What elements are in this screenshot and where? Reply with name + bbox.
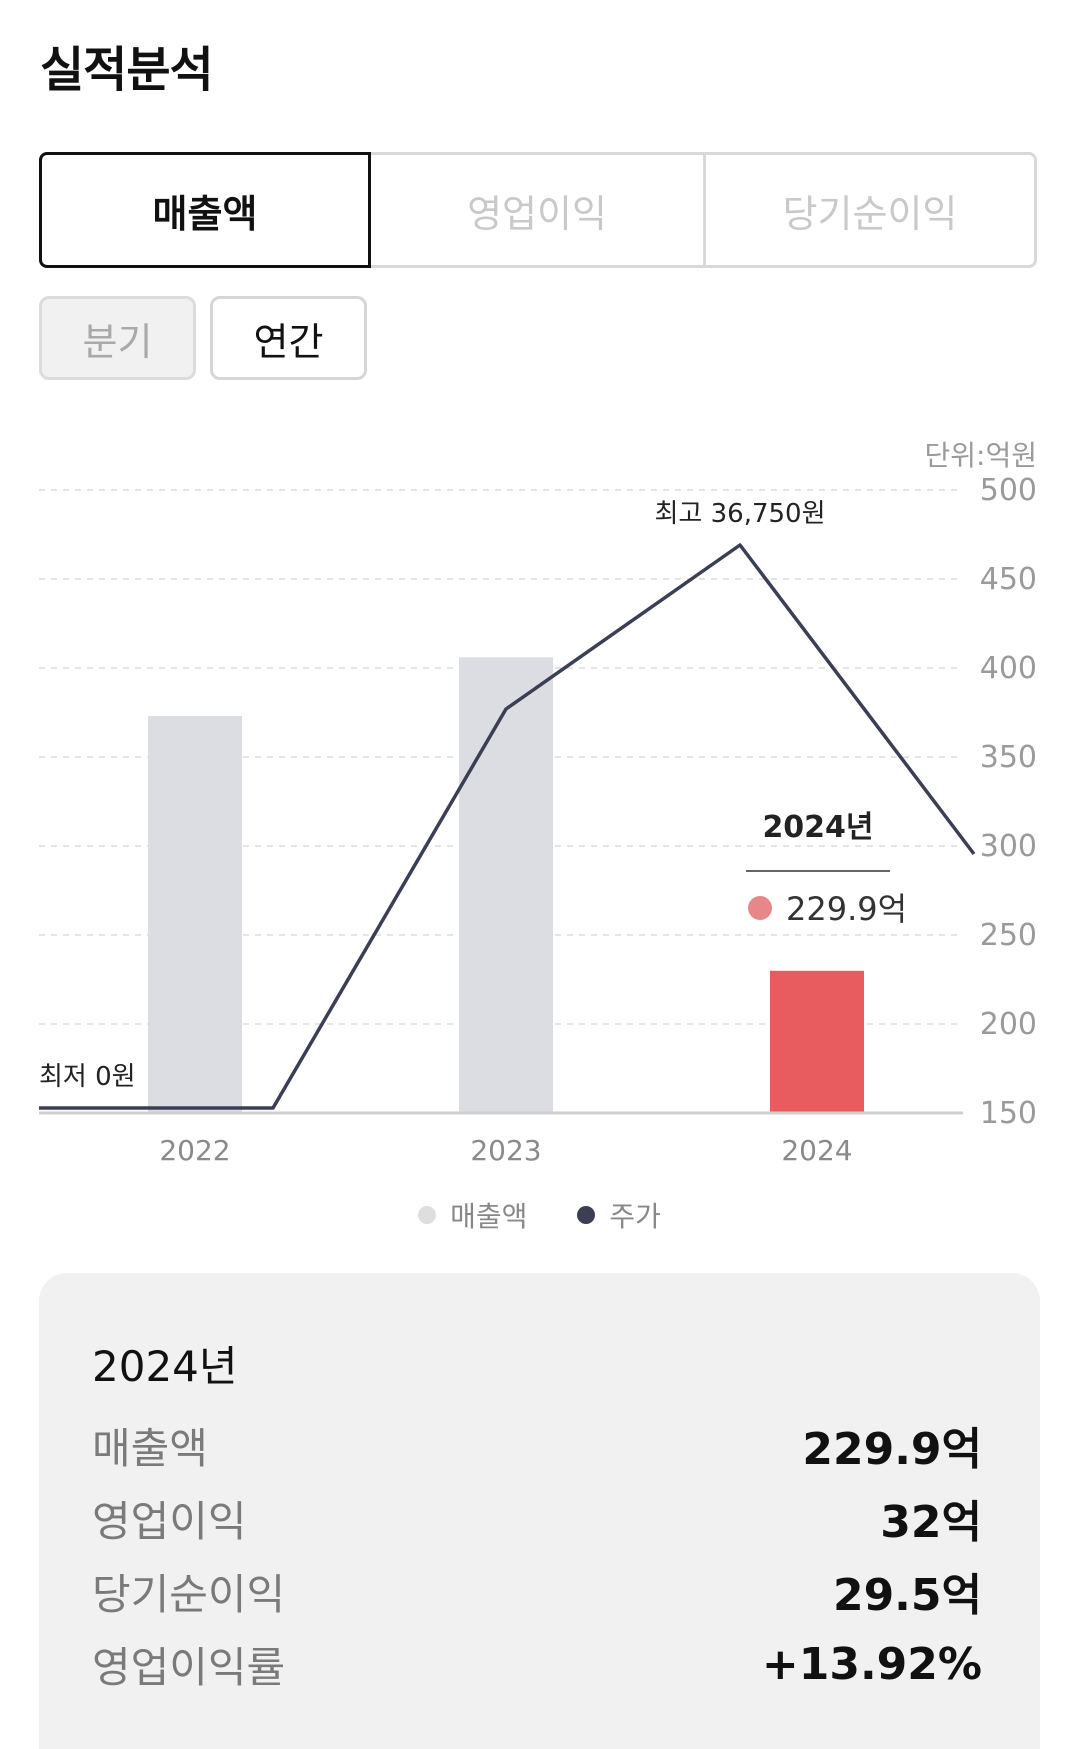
summary-value: 229.9억 <box>802 1424 982 1475</box>
summary-row-revenue: 매출액 229.9억 <box>92 1415 982 1476</box>
summary-value: 29.5억 <box>832 1570 982 1621</box>
chart-legend: 매출액 주가 <box>0 1195 1079 1235</box>
summary-label: 영업이익률 <box>92 1642 286 1692</box>
x-tick-label: 2024 <box>781 1134 852 1167</box>
page-title: 실적분석 <box>40 42 214 98</box>
metric-tabs: 매출액 영업이익 당기순이익 <box>39 152 1040 268</box>
legend-label-stock-price: 주가 <box>609 1200 661 1233</box>
summary-label: 매출액 <box>92 1423 208 1473</box>
bar-2024 <box>770 970 864 1113</box>
x-tick-label: 2023 <box>470 1134 541 1167</box>
summary-panel: 2024년 매출액 229.9억 영업이익 32억 당기순이익 29.5억 영업… <box>39 1273 1040 1749</box>
legend-dot-stock-price <box>577 1206 596 1224</box>
y-tick-label: 150 <box>980 1096 1037 1131</box>
legend-label-revenue: 매출액 <box>450 1200 528 1233</box>
legend-dot-revenue <box>418 1206 437 1224</box>
y-tick-label: 400 <box>980 651 1037 686</box>
min-price-label: 최저 0원 <box>39 1062 136 1092</box>
summary-year: 2024년 <box>92 1342 238 1391</box>
y-tick-label: 250 <box>980 918 1037 953</box>
tooltip-dot <box>748 896 772 920</box>
tab-revenue[interactable]: 매출액 <box>39 152 371 268</box>
tooltip-year: 2024년 <box>762 810 873 845</box>
period-annual-button[interactable]: 연간 <box>210 296 367 380</box>
y-tick-label: 500 <box>980 473 1037 508</box>
legend-item-revenue: 매출액 <box>418 1195 527 1235</box>
summary-label: 영업이익 <box>92 1496 247 1546</box>
tab-net-income[interactable]: 당기순이익 <box>703 152 1037 268</box>
summary-row-operating-profit: 영업이익 32억 <box>92 1488 982 1549</box>
y-tick-label: 200 <box>980 1007 1037 1042</box>
y-tick-label: 300 <box>980 829 1037 864</box>
bar-2022 <box>148 716 242 1113</box>
tab-operating-profit[interactable]: 영업이익 <box>368 152 706 268</box>
stock-price-line <box>39 543 976 1110</box>
summary-label: 당기순이익 <box>92 1569 286 1619</box>
summary-row-operating-margin: 영업이익률 +13.92% <box>92 1634 982 1694</box>
x-tick-label: 2022 <box>159 1134 230 1167</box>
y-tick-label: 450 <box>980 562 1037 597</box>
summary-value: +13.92% <box>761 1638 982 1690</box>
period-quarterly-button[interactable]: 분기 <box>39 296 196 380</box>
summary-row-net-income: 당기순이익 29.5억 <box>92 1561 982 1622</box>
max-price-label: 최고 36,750원 <box>655 499 826 529</box>
summary-value: 32억 <box>880 1497 982 1548</box>
y-tick-label: 350 <box>980 740 1037 775</box>
unit-label: 단위:억원 <box>925 439 1037 472</box>
tooltip-value: 229.9억 <box>786 890 907 928</box>
bar-2023 <box>459 657 553 1113</box>
legend-item-stock-price: 주가 <box>577 1195 661 1235</box>
